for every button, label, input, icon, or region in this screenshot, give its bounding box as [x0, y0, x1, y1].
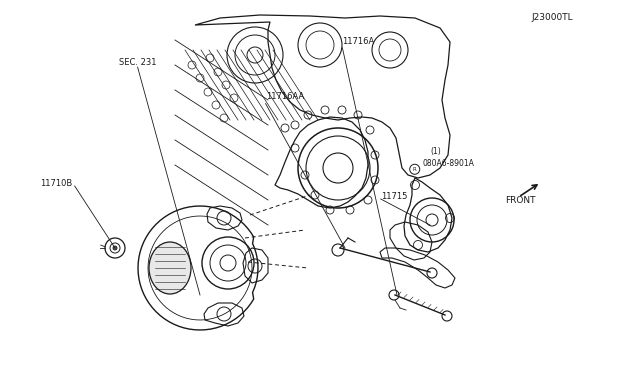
Text: 11710B: 11710B — [40, 179, 72, 188]
Text: 11716A: 11716A — [342, 37, 374, 46]
Text: (1): (1) — [430, 147, 441, 156]
Ellipse shape — [149, 242, 191, 294]
Text: SEC. 231: SEC. 231 — [119, 58, 156, 67]
Text: R: R — [413, 167, 417, 172]
Text: 11716AA: 11716AA — [266, 92, 304, 100]
Circle shape — [113, 246, 117, 250]
Text: 080A6-8901A: 080A6-8901A — [422, 158, 474, 167]
Text: 11715: 11715 — [381, 192, 407, 201]
Text: FRONT: FRONT — [506, 196, 536, 205]
Text: J23000TL: J23000TL — [531, 13, 573, 22]
